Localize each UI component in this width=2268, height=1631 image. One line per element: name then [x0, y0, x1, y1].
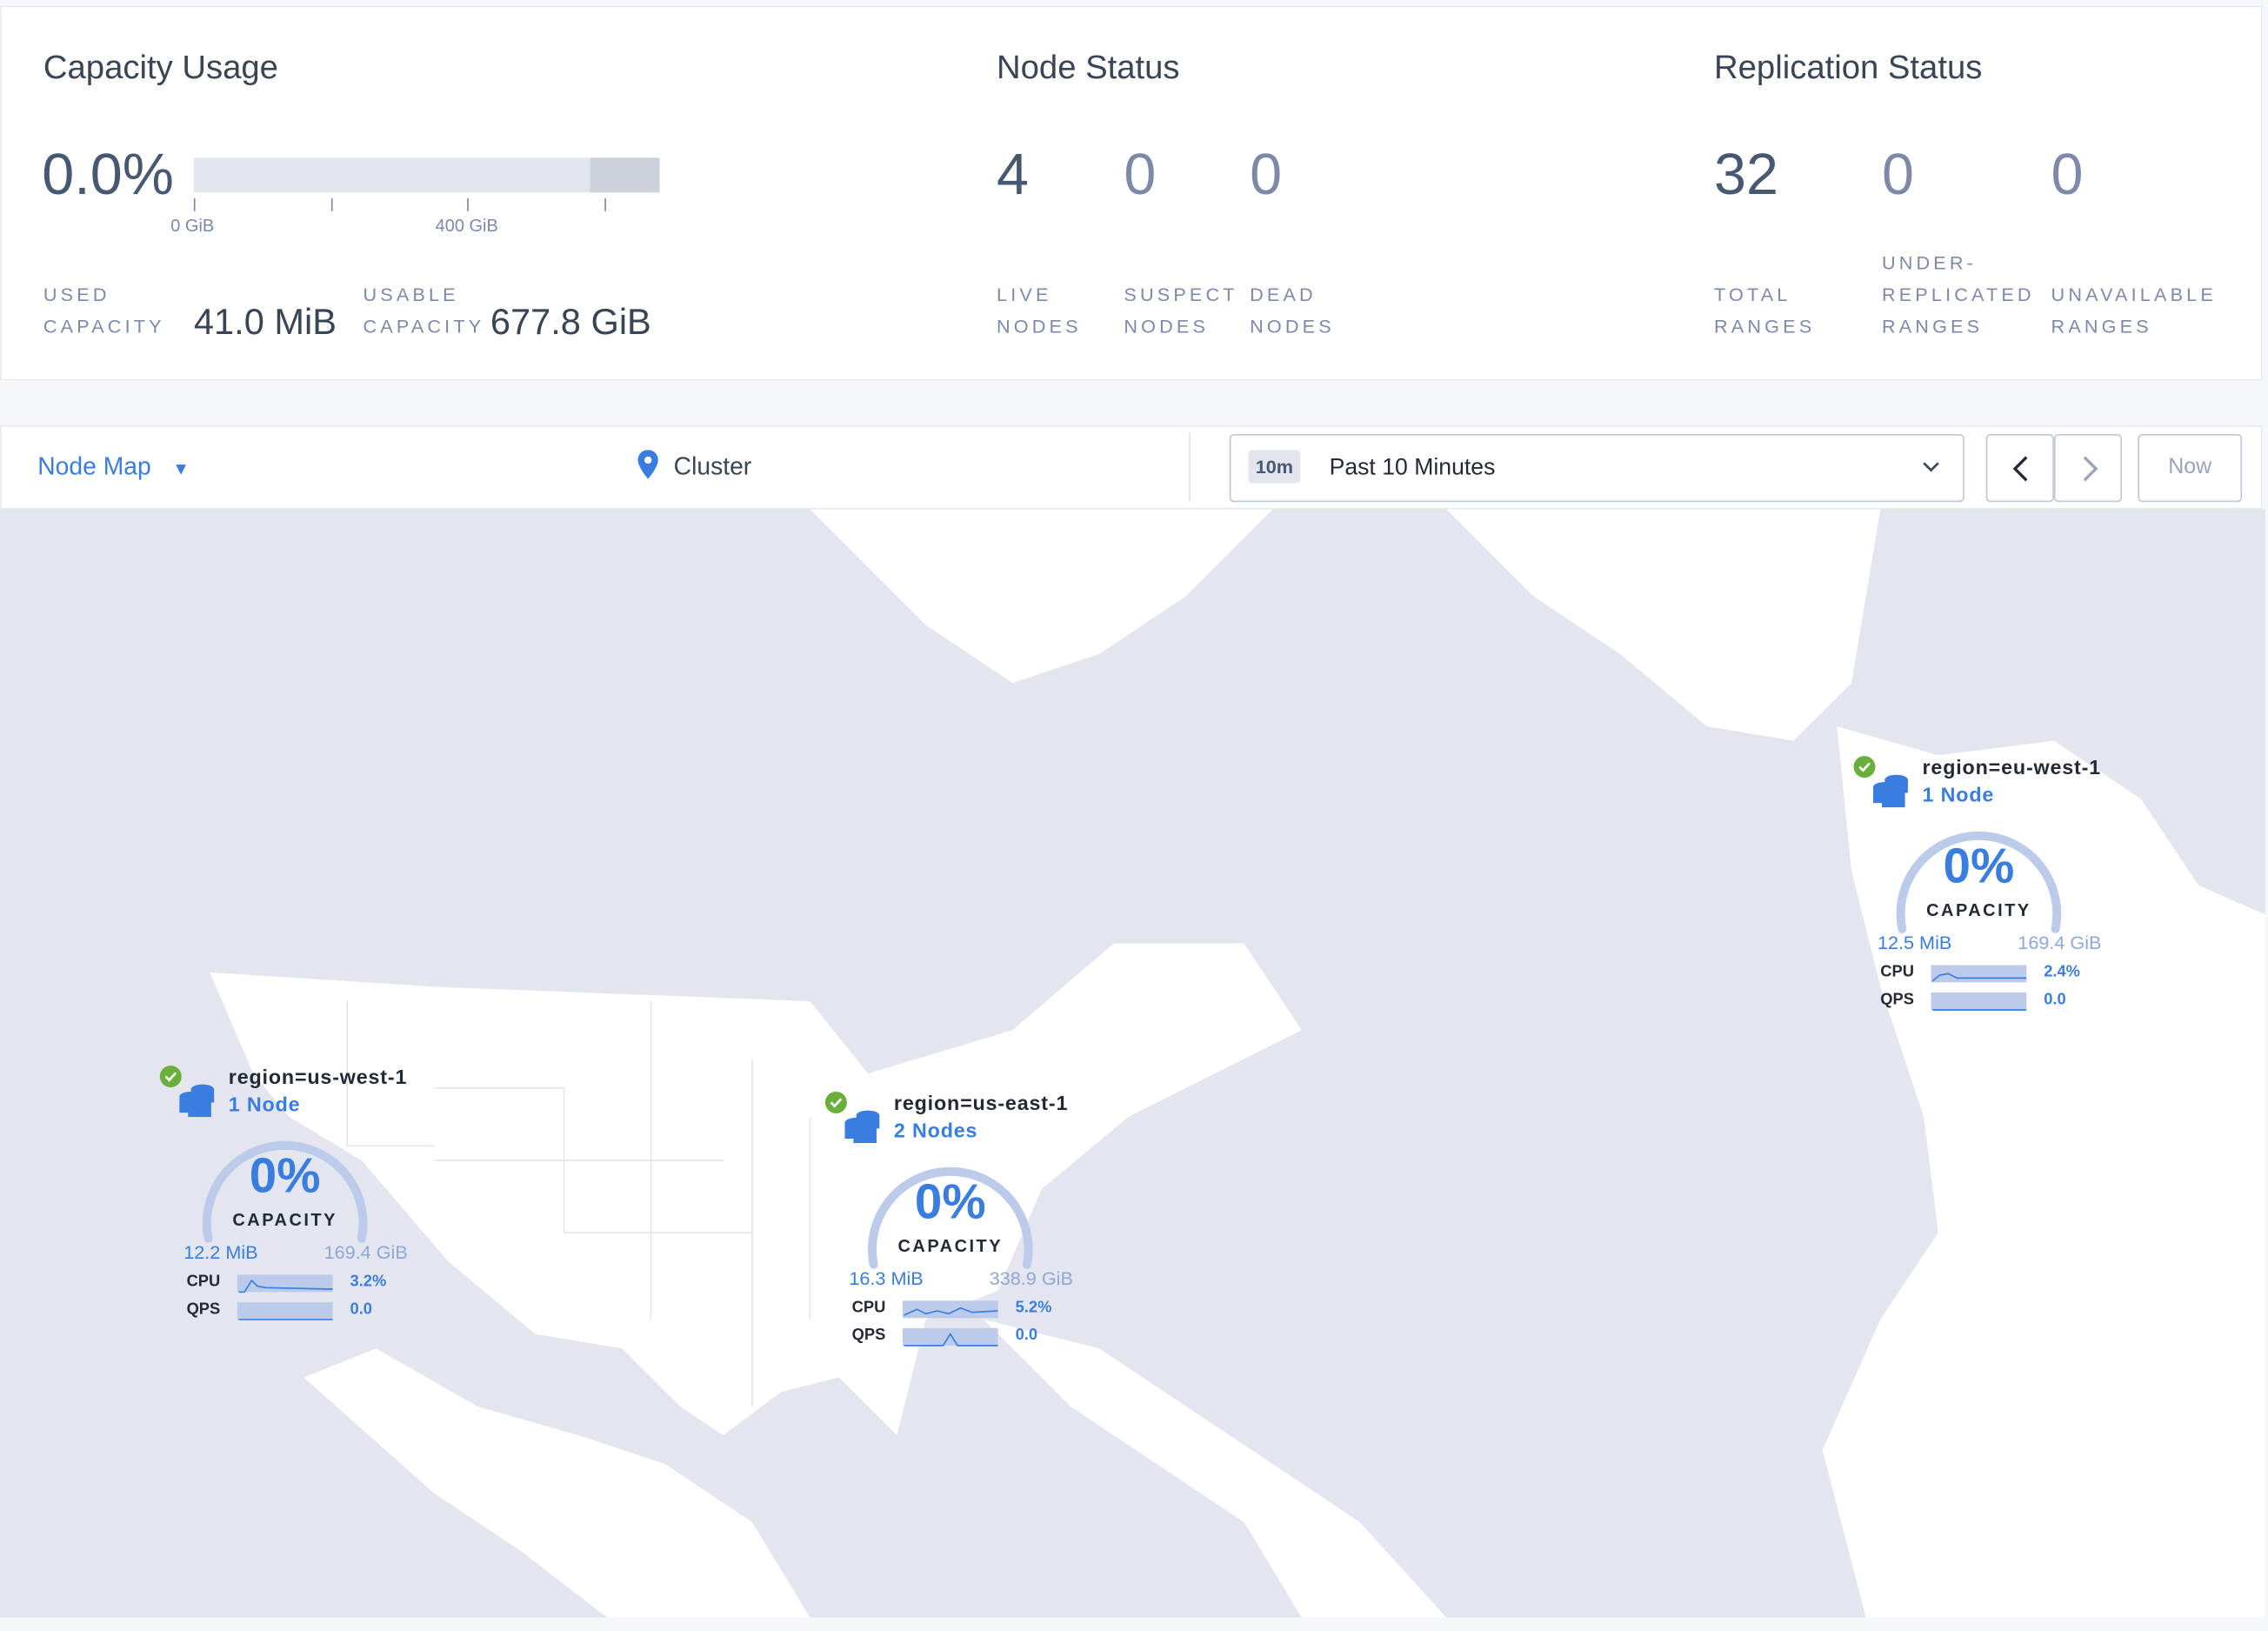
used-capacity: 12.5 MiB — [1877, 932, 1952, 954]
label: NODES — [1124, 315, 1210, 338]
capacity-label: CAPACITY — [897, 1235, 1004, 1256]
unavailable-ranges: 0 — [2051, 143, 2084, 207]
label: RANGES — [1881, 315, 1984, 338]
region-name: region=us-west-1 — [228, 1065, 408, 1088]
usable-label: CAPACITY — [363, 315, 485, 338]
map-pin-icon — [637, 450, 658, 479]
used-capacity: 16.3 MiB — [849, 1267, 924, 1290]
cluster-breadcrumb[interactable]: Cluster — [637, 450, 752, 482]
node-map[interactable]: region=us-west-1 1 Node 0% CAPACITY 12.2… — [0, 509, 2265, 1618]
total-ranges: 32 — [1714, 143, 1779, 207]
replication-title: Replication Status — [1714, 47, 1983, 86]
used-capacity: 12.2 MiB — [183, 1241, 258, 1264]
qps-label: QPS — [1880, 991, 1914, 1009]
database-icon — [844, 1108, 882, 1153]
usable-label: USABLE — [363, 284, 459, 305]
time-badge: 10m — [1248, 450, 1301, 484]
capacity-percent: 0% — [1943, 839, 2015, 894]
world-map — [210, 509, 2265, 1618]
cpu-value: 5.2% — [1015, 1299, 1052, 1317]
capacity-percent: 0% — [914, 1174, 986, 1230]
dead-nodes: 0 — [1250, 143, 1283, 207]
usable-value: 677.8 GiB — [490, 302, 651, 344]
view-label: Node Map — [37, 452, 151, 481]
next-button[interactable] — [2053, 433, 2123, 503]
live-nodes: 4 — [997, 143, 1030, 207]
view-dropdown[interactable]: Node Map ▼ — [37, 453, 190, 482]
qps-label: QPS — [186, 1300, 221, 1319]
cpu-sparkline — [902, 1300, 998, 1319]
region-name: region=eu-west-1 — [1922, 755, 2101, 779]
qps-sparkline — [237, 1301, 333, 1320]
cpu-label: CPU — [851, 1299, 886, 1317]
cpu-sparkline — [237, 1274, 333, 1293]
capacity-percent: 0.0% — [42, 143, 174, 207]
time-range-label: Past 10 Minutes — [1329, 455, 1496, 481]
label: RANGES — [2051, 315, 2152, 338]
qps-label: QPS — [851, 1327, 886, 1345]
total-capacity: 169.4 GiB — [2018, 932, 2102, 954]
chevron-down-icon — [1923, 462, 1939, 472]
used-value: 41.0 MiB — [193, 302, 337, 344]
cpu-value: 3.2% — [350, 1273, 387, 1291]
node-status-title: Node Status — [997, 47, 1180, 86]
label: DEAD — [1250, 284, 1317, 305]
total-capacity: 338.9 GiB — [989, 1267, 1073, 1290]
label: NODES — [997, 315, 1082, 338]
capacity-gauge — [1896, 831, 2062, 933]
cpu-label: CPU — [186, 1273, 221, 1291]
label: UNDER- — [1881, 251, 1978, 274]
caret-down-icon: ▼ — [172, 458, 190, 479]
used-label: CAPACITY — [43, 315, 165, 338]
capacity-gauge — [868, 1166, 1033, 1269]
chevron-right-icon — [2083, 456, 2098, 482]
axis-tick: 400 GiB — [435, 215, 498, 237]
used-label: USED — [43, 284, 110, 305]
node-count-link[interactable]: 1 Node — [228, 1092, 301, 1116]
qps-sparkline — [902, 1327, 998, 1347]
node-count-link[interactable]: 1 Node — [1922, 782, 1995, 806]
label: LIVE — [997, 284, 1052, 305]
qps-value: 0.0 — [2044, 991, 2066, 1009]
axis-tick: 0 GiB — [170, 215, 215, 237]
cpu-label: CPU — [1880, 963, 1914, 981]
label: RANGES — [1714, 315, 1816, 338]
suspect-nodes: 0 — [1124, 143, 1157, 207]
database-icon — [1872, 772, 1911, 818]
node-count-link[interactable]: 2 Nodes — [893, 1118, 978, 1142]
capacity-title: Capacity Usage — [43, 47, 278, 86]
capacity-percent: 0% — [249, 1148, 321, 1204]
qps-sparkline — [1931, 993, 2027, 1011]
previous-button[interactable] — [1985, 433, 2054, 503]
capacity-gauge — [202, 1140, 368, 1243]
healthy-check-icon — [824, 1091, 848, 1121]
under-replicated: 0 — [1881, 143, 1914, 207]
capacity-label: CAPACITY — [1926, 899, 2031, 920]
database-icon — [179, 1082, 217, 1127]
qps-value: 0.0 — [1015, 1327, 1038, 1345]
label: UNAVAILABLE — [2051, 284, 2217, 305]
qps-value: 0.0 — [350, 1300, 372, 1319]
region-name: region=us-east-1 — [893, 1091, 1069, 1114]
label: REPLICATED — [1881, 284, 2035, 305]
cpu-sparkline — [1931, 965, 2027, 983]
capacity-bar — [193, 157, 660, 193]
label: NODES — [1250, 315, 1335, 338]
chevron-left-icon — [2012, 456, 2028, 482]
label: SUSPECT — [1124, 284, 1238, 305]
healthy-check-icon — [1853, 755, 1877, 785]
time-range-select[interactable]: 10m Past 10 Minutes — [1229, 433, 1964, 503]
healthy-check-icon — [159, 1065, 183, 1095]
map-toolbar: Node Map ▼ Cluster 10m Past 10 Minutes N… — [0, 425, 2263, 510]
capacity-label: CAPACITY — [232, 1209, 337, 1230]
label: TOTAL — [1714, 284, 1791, 305]
cluster-label: Cluster — [673, 452, 752, 481]
now-button[interactable]: Now — [2138, 433, 2243, 503]
cluster-summary: Capacity Usage 0.0% 0 GiB 400 GiB USED CA… — [0, 5, 2263, 381]
cpu-value: 2.4% — [2044, 963, 2080, 981]
total-capacity: 169.4 GiB — [324, 1241, 408, 1264]
